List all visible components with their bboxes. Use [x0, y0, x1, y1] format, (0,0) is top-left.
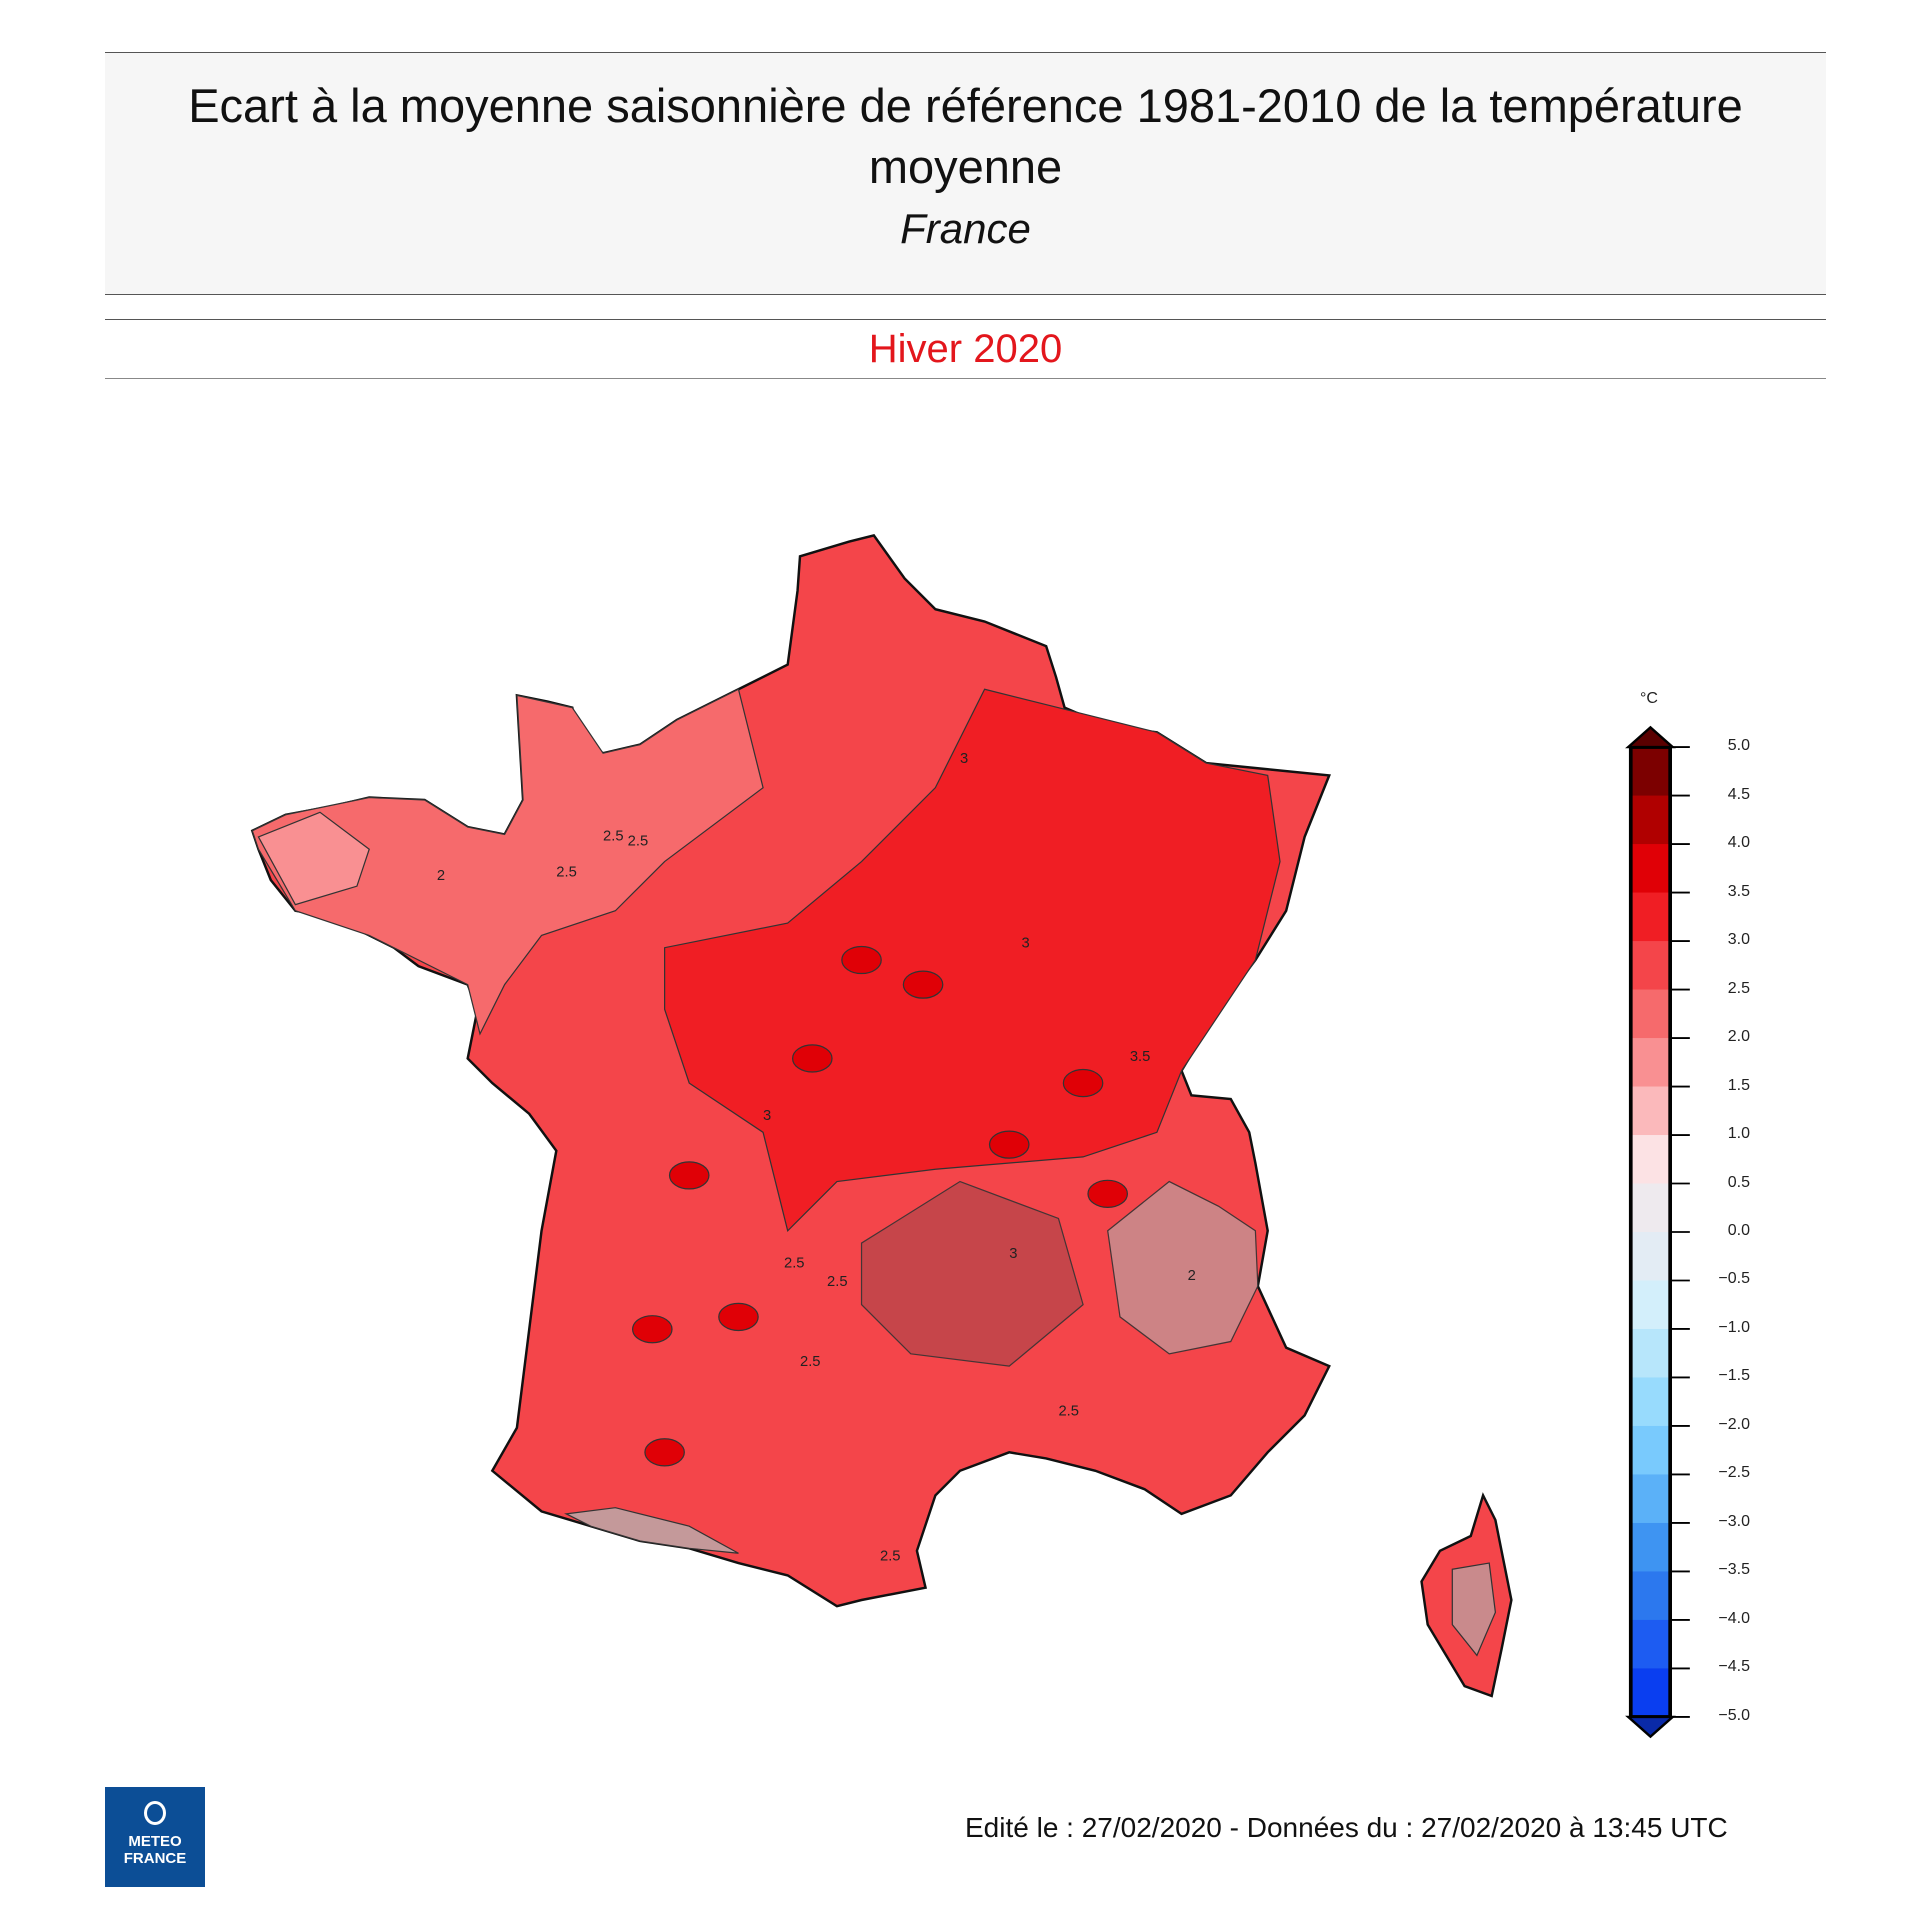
colorbar-tick-label: −4.5	[1718, 1658, 1750, 1676]
colorbar-tick-label: 5.0	[1727, 737, 1750, 755]
logo-text: METEO	[128, 1833, 182, 1850]
colorbar-bin	[1630, 747, 1671, 797]
colorbar-bin	[1630, 989, 1671, 1039]
logo-text: FRANCE	[123, 1850, 187, 1867]
colorbar-tick-label: 0.5	[1727, 1173, 1750, 1191]
title-box: Ecart à la moyenne saisonnière de référe…	[105, 52, 1826, 295]
colorbar-tick-label: −0.5	[1718, 1270, 1750, 1288]
colorbar-tick-label: 2.0	[1727, 1028, 1750, 1046]
season-label: Hiver 2020	[105, 319, 1826, 379]
anomaly-zone-3-3.5	[664, 688, 1281, 1232]
colorbar-bin	[1630, 1425, 1671, 1476]
colorbar-bin	[1630, 1232, 1671, 1282]
colorbar-tick-label: 3.0	[1727, 931, 1750, 949]
colorbar-tick-label: 2.5	[1727, 979, 1750, 997]
logo-icon	[144, 1801, 166, 1825]
anomaly-spot	[632, 1315, 673, 1344]
anomaly-spot	[792, 1044, 833, 1073]
colorbar-bin	[1630, 1571, 1671, 1621]
anomaly-zone-1.5-2	[257, 811, 370, 906]
colorbar-tick-label: 1.5	[1727, 1076, 1750, 1094]
anomaly-spot	[718, 1302, 759, 1332]
pyrenees-zone	[564, 1507, 739, 1554]
contour-label: 3	[763, 1108, 771, 1124]
colorbar	[1625, 725, 1690, 1739]
colorbar-bin	[1630, 892, 1671, 942]
contour-label: 2.5	[1058, 1403, 1079, 1419]
colorbar-bin	[1630, 795, 1671, 845]
contour-label: 2.5	[556, 864, 577, 880]
map-subtitle: France	[900, 205, 1031, 252]
colorbar-bin	[1630, 1038, 1671, 1088]
colorbar-bin	[1630, 1328, 1671, 1379]
contour-label: 2.5	[827, 1274, 848, 1290]
colorbar-bin	[1630, 1135, 1671, 1185]
anomaly-zone-2-2.5	[251, 688, 764, 1036]
anomaly-spot	[988, 1130, 1030, 1159]
colorbar-bin	[1630, 844, 1671, 894]
contour-label: 2.5	[603, 829, 624, 845]
contour-label: 3	[1022, 936, 1030, 952]
colorbar-tick-label: 4.0	[1727, 834, 1750, 852]
colorbar-tick-label: −2.5	[1718, 1464, 1750, 1482]
contour-label: 2.5	[800, 1354, 821, 1370]
contour-label: 2	[437, 868, 445, 884]
france-mainland	[250, 533, 1331, 1608]
anomaly-spot	[1062, 1068, 1104, 1098]
contour-label: 2.5	[880, 1549, 901, 1565]
contour-label: 3.5	[1130, 1049, 1151, 1065]
colorbar-bin	[1630, 1280, 1671, 1330]
colorbar-bin	[1630, 1377, 1671, 1427]
colorbar-bin	[1630, 1183, 1671, 1233]
colorbar-bin	[1630, 1522, 1671, 1573]
colorbar-bin	[1630, 941, 1671, 991]
colorbar-tick-label: 0.0	[1727, 1222, 1750, 1239]
colorbar-arrow-top	[1625, 725, 1676, 749]
colorbar-tick-label: −2.0	[1718, 1415, 1750, 1433]
corsica-mountain-zone	[1451, 1562, 1497, 1657]
colorbar-bin	[1630, 1474, 1671, 1524]
colorbar-bin	[1630, 1086, 1671, 1136]
colorbar-arrow-bottom	[1625, 1715, 1676, 1739]
contour-label: 2.5	[784, 1256, 805, 1272]
anomaly-spot	[644, 1438, 685, 1467]
colorbar-tick-label: −3.0	[1718, 1512, 1750, 1530]
map-title: Ecart à la moyenne saisonnière de référe…	[188, 79, 1743, 193]
colorbar-tick-label: 1.0	[1727, 1125, 1750, 1142]
massif-central-zone	[860, 1180, 1084, 1367]
colorbar-unit: °C	[1640, 690, 1658, 707]
colorbar-tick-label: 3.5	[1727, 882, 1750, 900]
colorbar-tick-label: 4.5	[1727, 785, 1750, 803]
edition-info: Edité le : 27/02/2020 - Données du : 27/…	[965, 1812, 1728, 1843]
colorbar-tick-label: −5.0	[1718, 1706, 1750, 1724]
alps-zone	[1107, 1180, 1259, 1355]
anomaly-spot	[841, 945, 882, 975]
anomaly-spot	[902, 970, 944, 999]
contour-label: 2.5	[628, 834, 649, 850]
meteo-france-logo: METEO FRANCE	[105, 1787, 205, 1887]
contour-label: 3	[960, 751, 968, 767]
colorbar-bin	[1630, 1619, 1671, 1670]
colorbar-tick-label: −3.5	[1718, 1561, 1750, 1579]
colorbar-tick-label: −1.0	[1718, 1318, 1750, 1336]
colorbar-bin	[1630, 1668, 1671, 1718]
colorbar-tick-label: −1.5	[1718, 1367, 1750, 1385]
contour-label: 3	[1009, 1246, 1017, 1262]
anomaly-spot	[668, 1161, 710, 1190]
contour-label: 2	[1188, 1268, 1196, 1284]
colorbar-tick-label: −4.0	[1718, 1609, 1750, 1627]
anomaly-spot	[1087, 1179, 1129, 1208]
corsica	[1420, 1492, 1513, 1698]
